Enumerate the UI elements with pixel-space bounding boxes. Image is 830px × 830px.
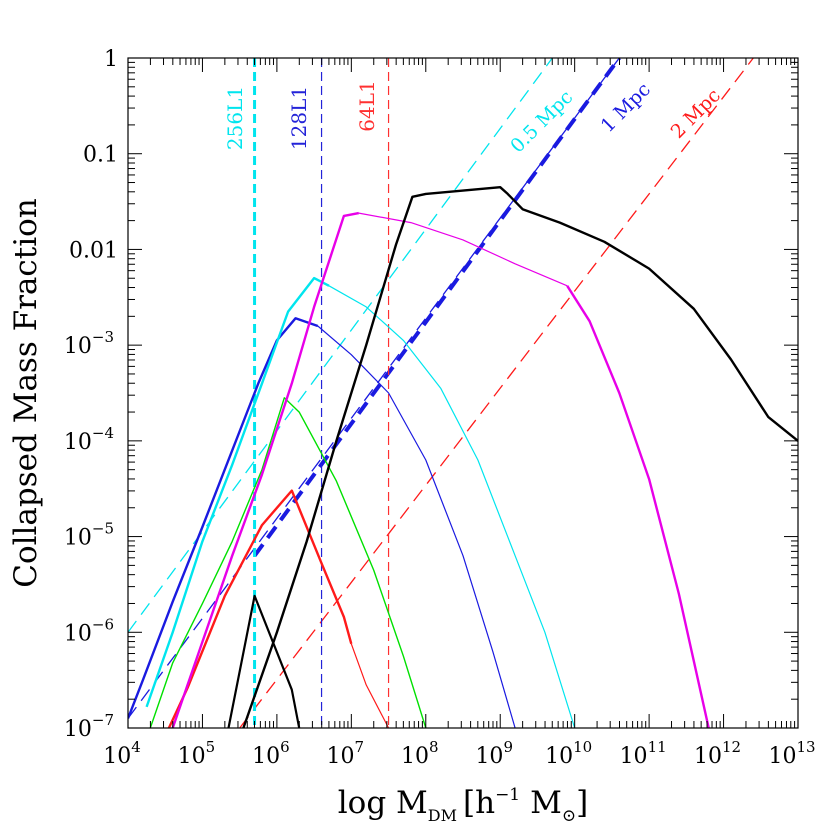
chart-labels: 104 105 106 107 108 109 1010 1011 1012 101310−710…: [64, 47, 816, 769]
mass-fraction-curve: [358, 212, 568, 287]
reference-line-2-mpc: [239, 58, 754, 728]
y-tick-label: 10−5: [64, 520, 114, 551]
reference-label: 0.5 Mpc: [506, 86, 577, 157]
mass-fraction-curve: [145, 276, 330, 708]
x-tick-label: 1012: [694, 738, 741, 769]
y-tick-label: 0.01: [69, 238, 118, 263]
reference-label: 1 Mpc: [597, 79, 655, 137]
y-tick-label: 10−3: [64, 328, 114, 359]
x-tick-label: 106: [252, 738, 290, 769]
mass-fraction-curve: [167, 489, 353, 728]
x-tick-label: 1010: [545, 738, 592, 769]
resolution-label: 64L1: [355, 80, 379, 131]
mass-fraction-curve: [328, 285, 576, 728]
resolution-label: 128L1: [287, 86, 311, 150]
y-tick-label: 10−4: [64, 424, 114, 455]
x-tick-label: 107: [327, 738, 365, 769]
reference-label: 2 Mpc: [667, 85, 725, 143]
x-tick-label: 105: [178, 738, 216, 769]
mass-fraction-curve: [149, 397, 427, 728]
mass-fraction-curve: [566, 285, 710, 728]
plot-frame: [127, 57, 799, 729]
mass-fraction-curve: [227, 594, 301, 728]
reference-line-1-mpc: [128, 58, 620, 719]
reference-line-1-mpc: [252, 58, 621, 557]
y-tick-label: 0.1: [83, 143, 118, 168]
mass-fraction-curve: [128, 317, 319, 719]
x-tick-label: 109: [475, 738, 513, 769]
mass-fraction-curve: [242, 186, 798, 728]
mass-fraction-curve: [317, 325, 516, 728]
y-axis-label: Collapsed Mass Fraction: [8, 198, 44, 588]
y-tick-label: 10−6: [64, 615, 114, 646]
y-tick-label: 10−7: [64, 711, 114, 742]
resolution-label: 256L1: [223, 86, 247, 150]
mass-fraction-curve: [171, 211, 360, 728]
mass-fraction-curve: [350, 643, 390, 728]
x-tick-label: 108: [401, 738, 439, 769]
x-axis-label: log MDM [h−1 M⊙]: [338, 785, 588, 826]
axis-ticks: [128, 58, 798, 728]
plot-area: [128, 58, 798, 728]
x-tick-label: 1011: [620, 738, 667, 769]
x-tick-label: 1013: [768, 738, 815, 769]
y-tick-label: 1: [104, 47, 118, 72]
x-tick-label: 104: [103, 738, 141, 769]
